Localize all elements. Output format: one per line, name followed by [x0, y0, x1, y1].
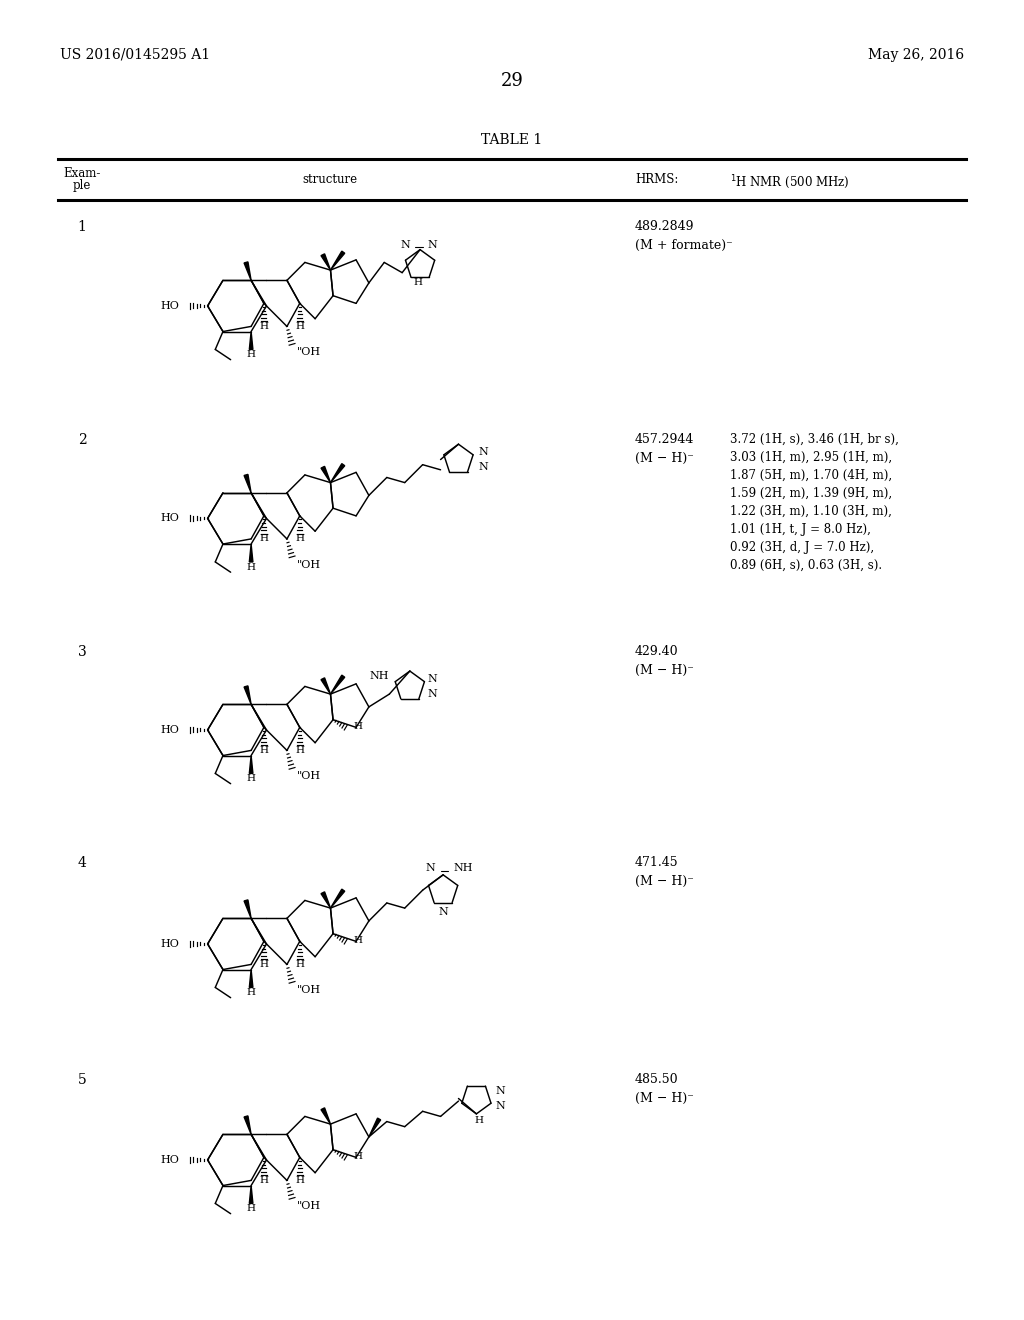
Text: H: H — [474, 1115, 483, 1125]
Text: H: H — [247, 562, 256, 572]
Text: N: N — [428, 239, 437, 249]
Text: H: H — [259, 322, 268, 331]
Text: 4: 4 — [78, 855, 86, 870]
Text: H: H — [295, 746, 304, 755]
Text: "OH: "OH — [297, 347, 322, 356]
Polygon shape — [321, 1107, 331, 1125]
Text: H: H — [353, 722, 362, 730]
Text: 429.40
(M − H)⁻: 429.40 (M − H)⁻ — [635, 645, 694, 677]
Text: H: H — [295, 1176, 304, 1185]
Polygon shape — [244, 261, 251, 280]
Text: 471.45
(M − H)⁻: 471.45 (M − H)⁻ — [635, 855, 694, 888]
Text: ple: ple — [73, 180, 91, 191]
Polygon shape — [321, 466, 331, 483]
Polygon shape — [244, 1115, 251, 1134]
Text: HO: HO — [161, 513, 179, 524]
Text: 2: 2 — [78, 433, 86, 447]
Polygon shape — [249, 544, 253, 562]
Polygon shape — [244, 474, 251, 492]
Text: H: H — [295, 960, 304, 969]
Text: N: N — [400, 239, 410, 249]
Polygon shape — [244, 900, 251, 919]
Polygon shape — [249, 1185, 253, 1204]
Polygon shape — [331, 890, 345, 908]
Text: May 26, 2016: May 26, 2016 — [868, 48, 964, 62]
Polygon shape — [321, 253, 331, 271]
Text: HO: HO — [161, 301, 179, 312]
Text: N: N — [479, 447, 488, 457]
Text: HRMS:: HRMS: — [635, 173, 678, 186]
Text: H: H — [353, 1151, 362, 1160]
Text: "OH: "OH — [297, 771, 322, 781]
Polygon shape — [321, 892, 331, 908]
Text: N: N — [479, 462, 488, 473]
Polygon shape — [331, 463, 345, 483]
Polygon shape — [331, 251, 345, 271]
Text: 457.2944
(M − H)⁻: 457.2944 (M − H)⁻ — [635, 433, 694, 465]
Text: H: H — [259, 1176, 268, 1185]
Polygon shape — [249, 755, 253, 774]
Text: "OH: "OH — [297, 985, 322, 995]
Text: 3: 3 — [78, 645, 86, 659]
Text: 29: 29 — [501, 73, 523, 90]
Text: H: H — [247, 350, 256, 359]
Polygon shape — [369, 1118, 381, 1137]
Text: 3.72 (1H, s), 3.46 (1H, br s),
3.03 (1H, m), 2.95 (1H, m),
1.87 (5H, m), 1.70 (4: 3.72 (1H, s), 3.46 (1H, br s), 3.03 (1H,… — [730, 433, 899, 572]
Text: 1: 1 — [78, 220, 86, 234]
Text: "OH: "OH — [297, 560, 322, 569]
Text: H: H — [295, 322, 304, 331]
Text: HO: HO — [161, 939, 179, 949]
Text: H: H — [247, 989, 256, 997]
Text: H: H — [295, 535, 304, 544]
Text: H: H — [247, 1204, 256, 1213]
Text: H: H — [259, 960, 268, 969]
Text: N: N — [428, 673, 437, 684]
Text: NH: NH — [370, 671, 389, 681]
Polygon shape — [321, 678, 331, 694]
Text: "OH: "OH — [297, 1201, 322, 1210]
Text: H: H — [353, 936, 362, 945]
Text: $^1$H NMR (500 MHz): $^1$H NMR (500 MHz) — [730, 173, 850, 190]
Text: N: N — [438, 907, 447, 917]
Text: structure: structure — [302, 173, 357, 186]
Text: H: H — [259, 746, 268, 755]
Text: 485.50
(M − H)⁻: 485.50 (M − H)⁻ — [635, 1073, 694, 1105]
Text: 5: 5 — [78, 1073, 86, 1086]
Text: N: N — [428, 689, 437, 700]
Text: N: N — [496, 1086, 506, 1096]
Polygon shape — [249, 331, 253, 350]
Text: US 2016/0145295 A1: US 2016/0145295 A1 — [60, 48, 210, 62]
Text: 489.2849
(M + formate)⁻: 489.2849 (M + formate)⁻ — [635, 220, 733, 252]
Polygon shape — [249, 969, 253, 987]
Text: HO: HO — [161, 1155, 179, 1166]
Polygon shape — [331, 675, 345, 694]
Text: H: H — [259, 535, 268, 544]
Text: NH: NH — [454, 863, 473, 874]
Polygon shape — [244, 686, 251, 705]
Text: H: H — [414, 279, 423, 286]
Text: N: N — [496, 1101, 506, 1111]
Text: N: N — [426, 863, 435, 874]
Text: Exam-: Exam- — [63, 168, 100, 180]
Text: TABLE 1: TABLE 1 — [481, 133, 543, 147]
Text: HO: HO — [161, 725, 179, 735]
Text: H: H — [247, 774, 256, 783]
